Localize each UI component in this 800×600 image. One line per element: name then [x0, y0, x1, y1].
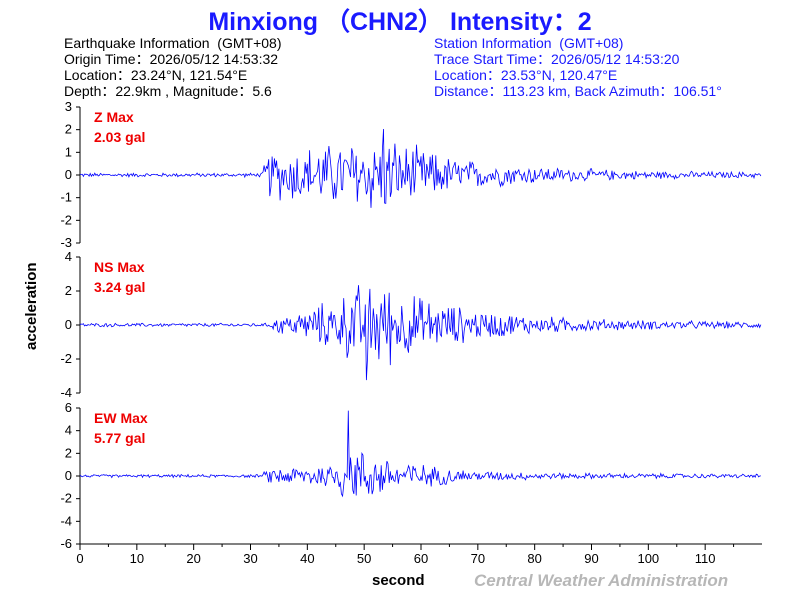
x-tick-label: 10: [130, 551, 144, 566]
x-tick-label: 0: [76, 551, 83, 566]
station-info-header: Station Information (GMT+08): [434, 35, 624, 51]
chart-title: Minxiong （CHN2） Intensity：2: [208, 8, 592, 36]
y-axis-label: acceleration: [23, 262, 40, 350]
ew-y-tick-label: 0: [65, 468, 72, 483]
ns-y-tick-label: 0: [65, 317, 72, 332]
ns-y-tick-label: 4: [65, 249, 72, 264]
distance-azimuth: Distance：113.23 km, Back Azimuth：106.51°: [434, 83, 722, 99]
ns-max-label: NS Max: [94, 259, 145, 275]
ew-y-tick-label: -2: [60, 491, 72, 506]
ew-y-tick-label: -6: [60, 536, 72, 551]
station-info: Station Information (GMT+08) Trace Start…: [434, 35, 722, 99]
x-tick-label: 70: [471, 551, 485, 566]
z-y-tick-label: 2: [65, 122, 72, 137]
ns-y-tick-label: -2: [60, 351, 72, 366]
z-max-value: 2.03 gal: [94, 129, 145, 145]
ns-y-tick-label: 2: [65, 283, 72, 298]
x-tick-label: 30: [243, 551, 257, 566]
x-axis-label: second: [372, 572, 425, 589]
ew-max-label: EW Max: [94, 410, 148, 426]
x-tick-label: 60: [414, 551, 428, 566]
z-y-tick-label: 1: [65, 144, 72, 159]
z-waveform-series: [79, 128, 762, 208]
x-tick-label: 20: [186, 551, 200, 566]
earthquake-info: Earthquake Information (GMT+08) Origin T…: [64, 35, 282, 99]
depth-magnitude: Depth：22.9km , Magnitude：5.6: [64, 83, 272, 99]
station-location: Location：23.53°N, 120.47°E: [434, 67, 618, 83]
x-tick-label: 40: [300, 551, 314, 566]
x-tick-label: 110: [695, 551, 716, 566]
ew-y-tick-label: 4: [65, 423, 72, 438]
earthquake-info-header: Earthquake Information (GMT+08): [64, 35, 282, 51]
x-tick-label: 50: [357, 551, 371, 566]
trace-start-time: Trace Start Time：2026/05/12 14:53:20: [434, 51, 680, 67]
ns-max-value: 3.24 gal: [94, 279, 145, 295]
z-y-tick-label: 3: [65, 99, 72, 114]
ns-y-tick-label: -4: [60, 385, 72, 400]
x-tick-label: 90: [584, 551, 598, 566]
x-tick-label: 80: [527, 551, 541, 566]
ns-waveform-series: [79, 285, 762, 381]
z-y-tick-label: -1: [60, 190, 72, 205]
ew-y-tick-label: 2: [65, 445, 72, 460]
z-y-tick-label: -2: [60, 212, 72, 227]
z-y-tick-label: 0: [65, 167, 72, 182]
origin-time: Origin Time：2026/05/12 14:53:32: [64, 51, 279, 67]
ew-max-value: 5.77 gal: [94, 430, 145, 446]
ew-waveform-series: [79, 410, 761, 498]
z-y-tick-label: -3: [60, 235, 72, 250]
epicenter-location: Location：23.24°N, 121.54°E: [64, 67, 248, 83]
x-tick-label: 100: [637, 551, 659, 566]
agency-credit: Central Weather Administration: [474, 571, 729, 590]
ew-y-tick-label: 6: [65, 400, 72, 415]
z-max-label: Z Max: [94, 109, 134, 125]
ew-y-tick-label: -4: [60, 513, 72, 528]
